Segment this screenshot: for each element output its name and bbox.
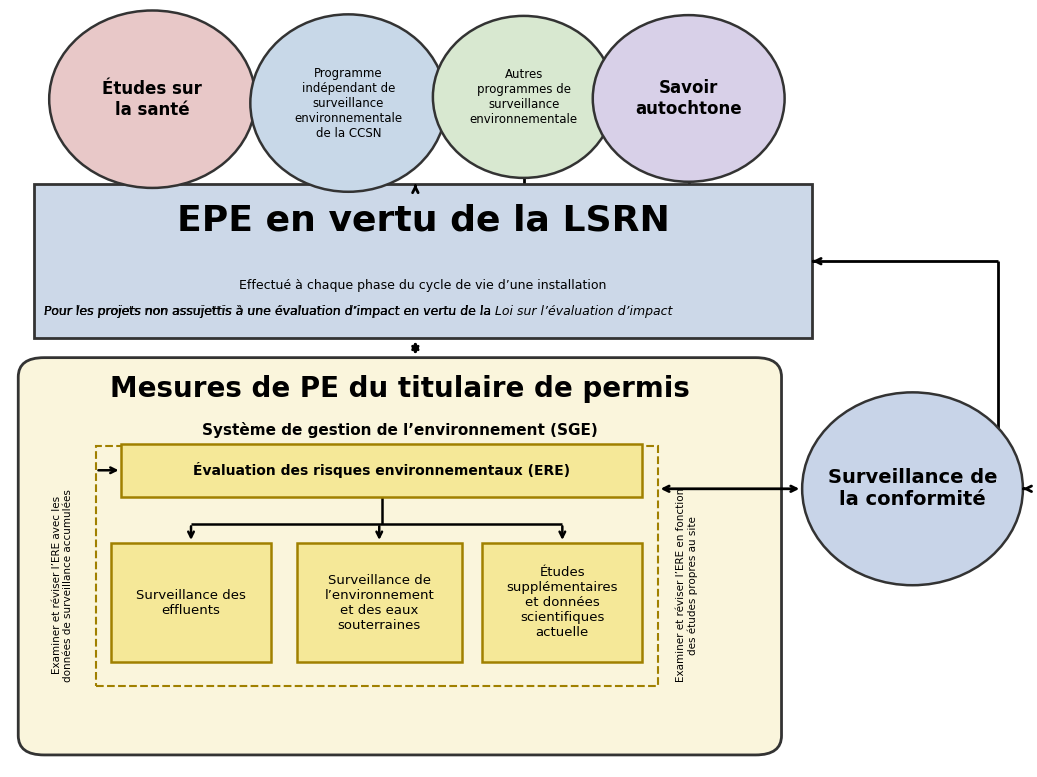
Text: Pour les projets non assujettis à une évaluation d’impact en vertu de la Loi sur: Pour les projets non assujettis à une év… (44, 305, 672, 318)
Text: Surveillance des
effluents: Surveillance des effluents (136, 588, 246, 617)
FancyBboxPatch shape (34, 184, 812, 338)
FancyBboxPatch shape (19, 357, 782, 755)
Ellipse shape (49, 11, 255, 188)
Text: Examiner et réviser l’ERE avec les
données de surveillance accumulées: Examiner et réviser l’ERE avec les donné… (52, 489, 74, 681)
Text: Autres
programmes de
surveillance
environnementale: Autres programmes de surveillance enviro… (470, 68, 578, 126)
Text: Surveillance de
l’environnement
et des eaux
souterraines: Surveillance de l’environnement et des e… (325, 573, 435, 632)
FancyBboxPatch shape (121, 444, 642, 497)
Ellipse shape (803, 392, 1022, 585)
Text: Études
supplémentaires
et données
scientifiques
actuelle: Études supplémentaires et données scient… (507, 566, 618, 639)
Ellipse shape (593, 15, 785, 182)
Text: Savoir
autochtone: Savoir autochtone (636, 79, 742, 118)
Text: Examiner et réviser l’ERE en fonction
des études propres au site: Examiner et réviser l’ERE en fonction de… (675, 488, 698, 682)
Text: Surveillance de
la conformité: Surveillance de la conformité (828, 469, 998, 509)
Text: Pour les projets non assujettis à une évaluation d’impact en vertu de la: Pour les projets non assujettis à une év… (44, 305, 496, 318)
Ellipse shape (432, 16, 615, 178)
Text: Système de gestion de l’environnement (SGE): Système de gestion de l’environnement (S… (202, 422, 597, 437)
Text: Évaluation des risques environnementaux (ERE): Évaluation des risques environnementaux … (193, 462, 570, 479)
Text: Mesures de PE du titulaire de permis: Mesures de PE du titulaire de permis (110, 375, 690, 402)
FancyBboxPatch shape (111, 543, 271, 662)
FancyBboxPatch shape (297, 543, 461, 662)
Text: Études sur
la santé: Études sur la santé (103, 80, 202, 119)
Text: EPE en vertu de la LSRN: EPE en vertu de la LSRN (176, 204, 670, 237)
Text: Effectué à chaque phase du cycle de vie d’une installation: Effectué à chaque phase du cycle de vie … (240, 280, 607, 292)
Ellipse shape (250, 14, 446, 192)
FancyBboxPatch shape (482, 543, 642, 662)
Text: Programme
indépendant de
surveillance
environnementale
de la CCSN: Programme indépendant de surveillance en… (295, 67, 402, 140)
